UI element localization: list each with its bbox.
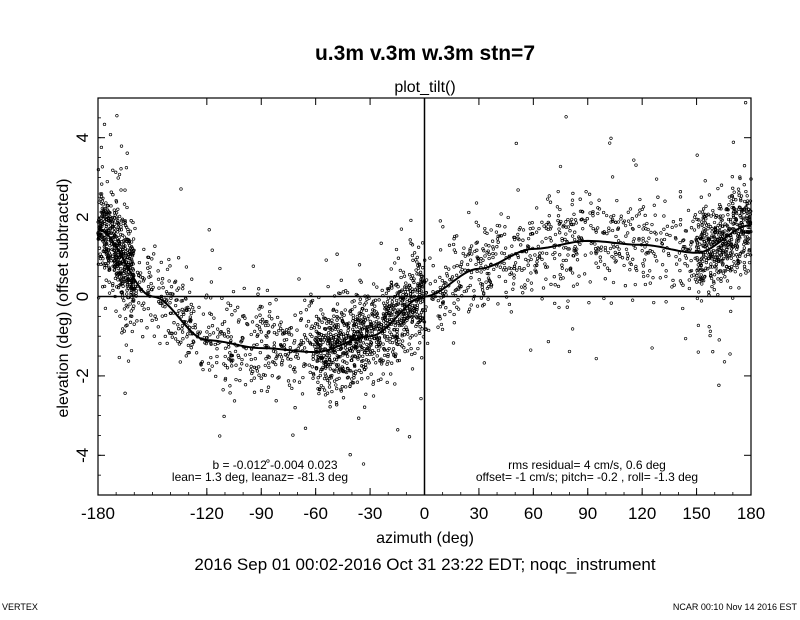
- y-axis-ticks: -4 -2 0 2 4: [73, 97, 751, 496]
- fit-annotation-b: b = -0.012 -0.004 0.023: [212, 458, 337, 472]
- x-tick-label: 90: [578, 504, 597, 523]
- time-range-label: 2016 Sep 01 00:02-2016 Oct 31 23:22 EDT;…: [194, 555, 655, 574]
- y-tick-label: -2: [73, 368, 92, 383]
- x-tick-label: -90: [249, 504, 274, 523]
- x-tick-label: -60: [303, 504, 328, 523]
- x-tick-label: 60: [524, 504, 543, 523]
- scatter-point-cloud: [96, 101, 753, 466]
- x-tick-label: -30: [358, 504, 383, 523]
- fit-annotation-offset: offset= -1 cm/s; pitch= -0.2 , roll= -1.…: [476, 470, 698, 484]
- fit-annotation-lean: lean= 1.3 deg, leanaz= -81.3 deg: [172, 470, 348, 484]
- chart-subtitle: plot_tilt(): [394, 79, 455, 96]
- x-tick-label: 150: [682, 504, 710, 523]
- footer-right-label: NCAR 00:10 Nov 14 2016 EST: [672, 602, 797, 612]
- y-tick-label: -4: [73, 448, 92, 463]
- chart-title: u.3m v.3m w.3m stn=7: [315, 42, 535, 65]
- x-axis-ticks: -180 -120 -90 -60 -30 0 30 60 90 120 150 180: [81, 98, 765, 523]
- x-tick-label: -180: [81, 504, 115, 523]
- x-tick-label: 30: [469, 504, 488, 523]
- y-axis-label: elevation (deg) (offset subtracted): [55, 179, 72, 418]
- x-tick-label: 180: [737, 504, 765, 523]
- footer-left-label: VERTEX: [2, 602, 38, 612]
- y-tick-label: 2: [73, 212, 92, 221]
- y-tick-label: 4: [73, 133, 92, 142]
- fit-annotation-rms: rms residual= 4 cm/s, 0.6 deg: [508, 458, 666, 472]
- x-tick-label: -120: [190, 504, 224, 523]
- x-axis-label: azimuth (deg): [376, 530, 474, 547]
- x-tick-label: 0: [420, 504, 429, 523]
- scatter-points: [96, 101, 753, 466]
- fit-curve: [97, 224, 752, 354]
- y-tick-label: 0: [73, 292, 92, 301]
- tilt-chart: u.3m v.3m w.3m stn=7 plot_tilt() -180 -12…: [55, 42, 765, 574]
- x-tick-label: 120: [628, 504, 656, 523]
